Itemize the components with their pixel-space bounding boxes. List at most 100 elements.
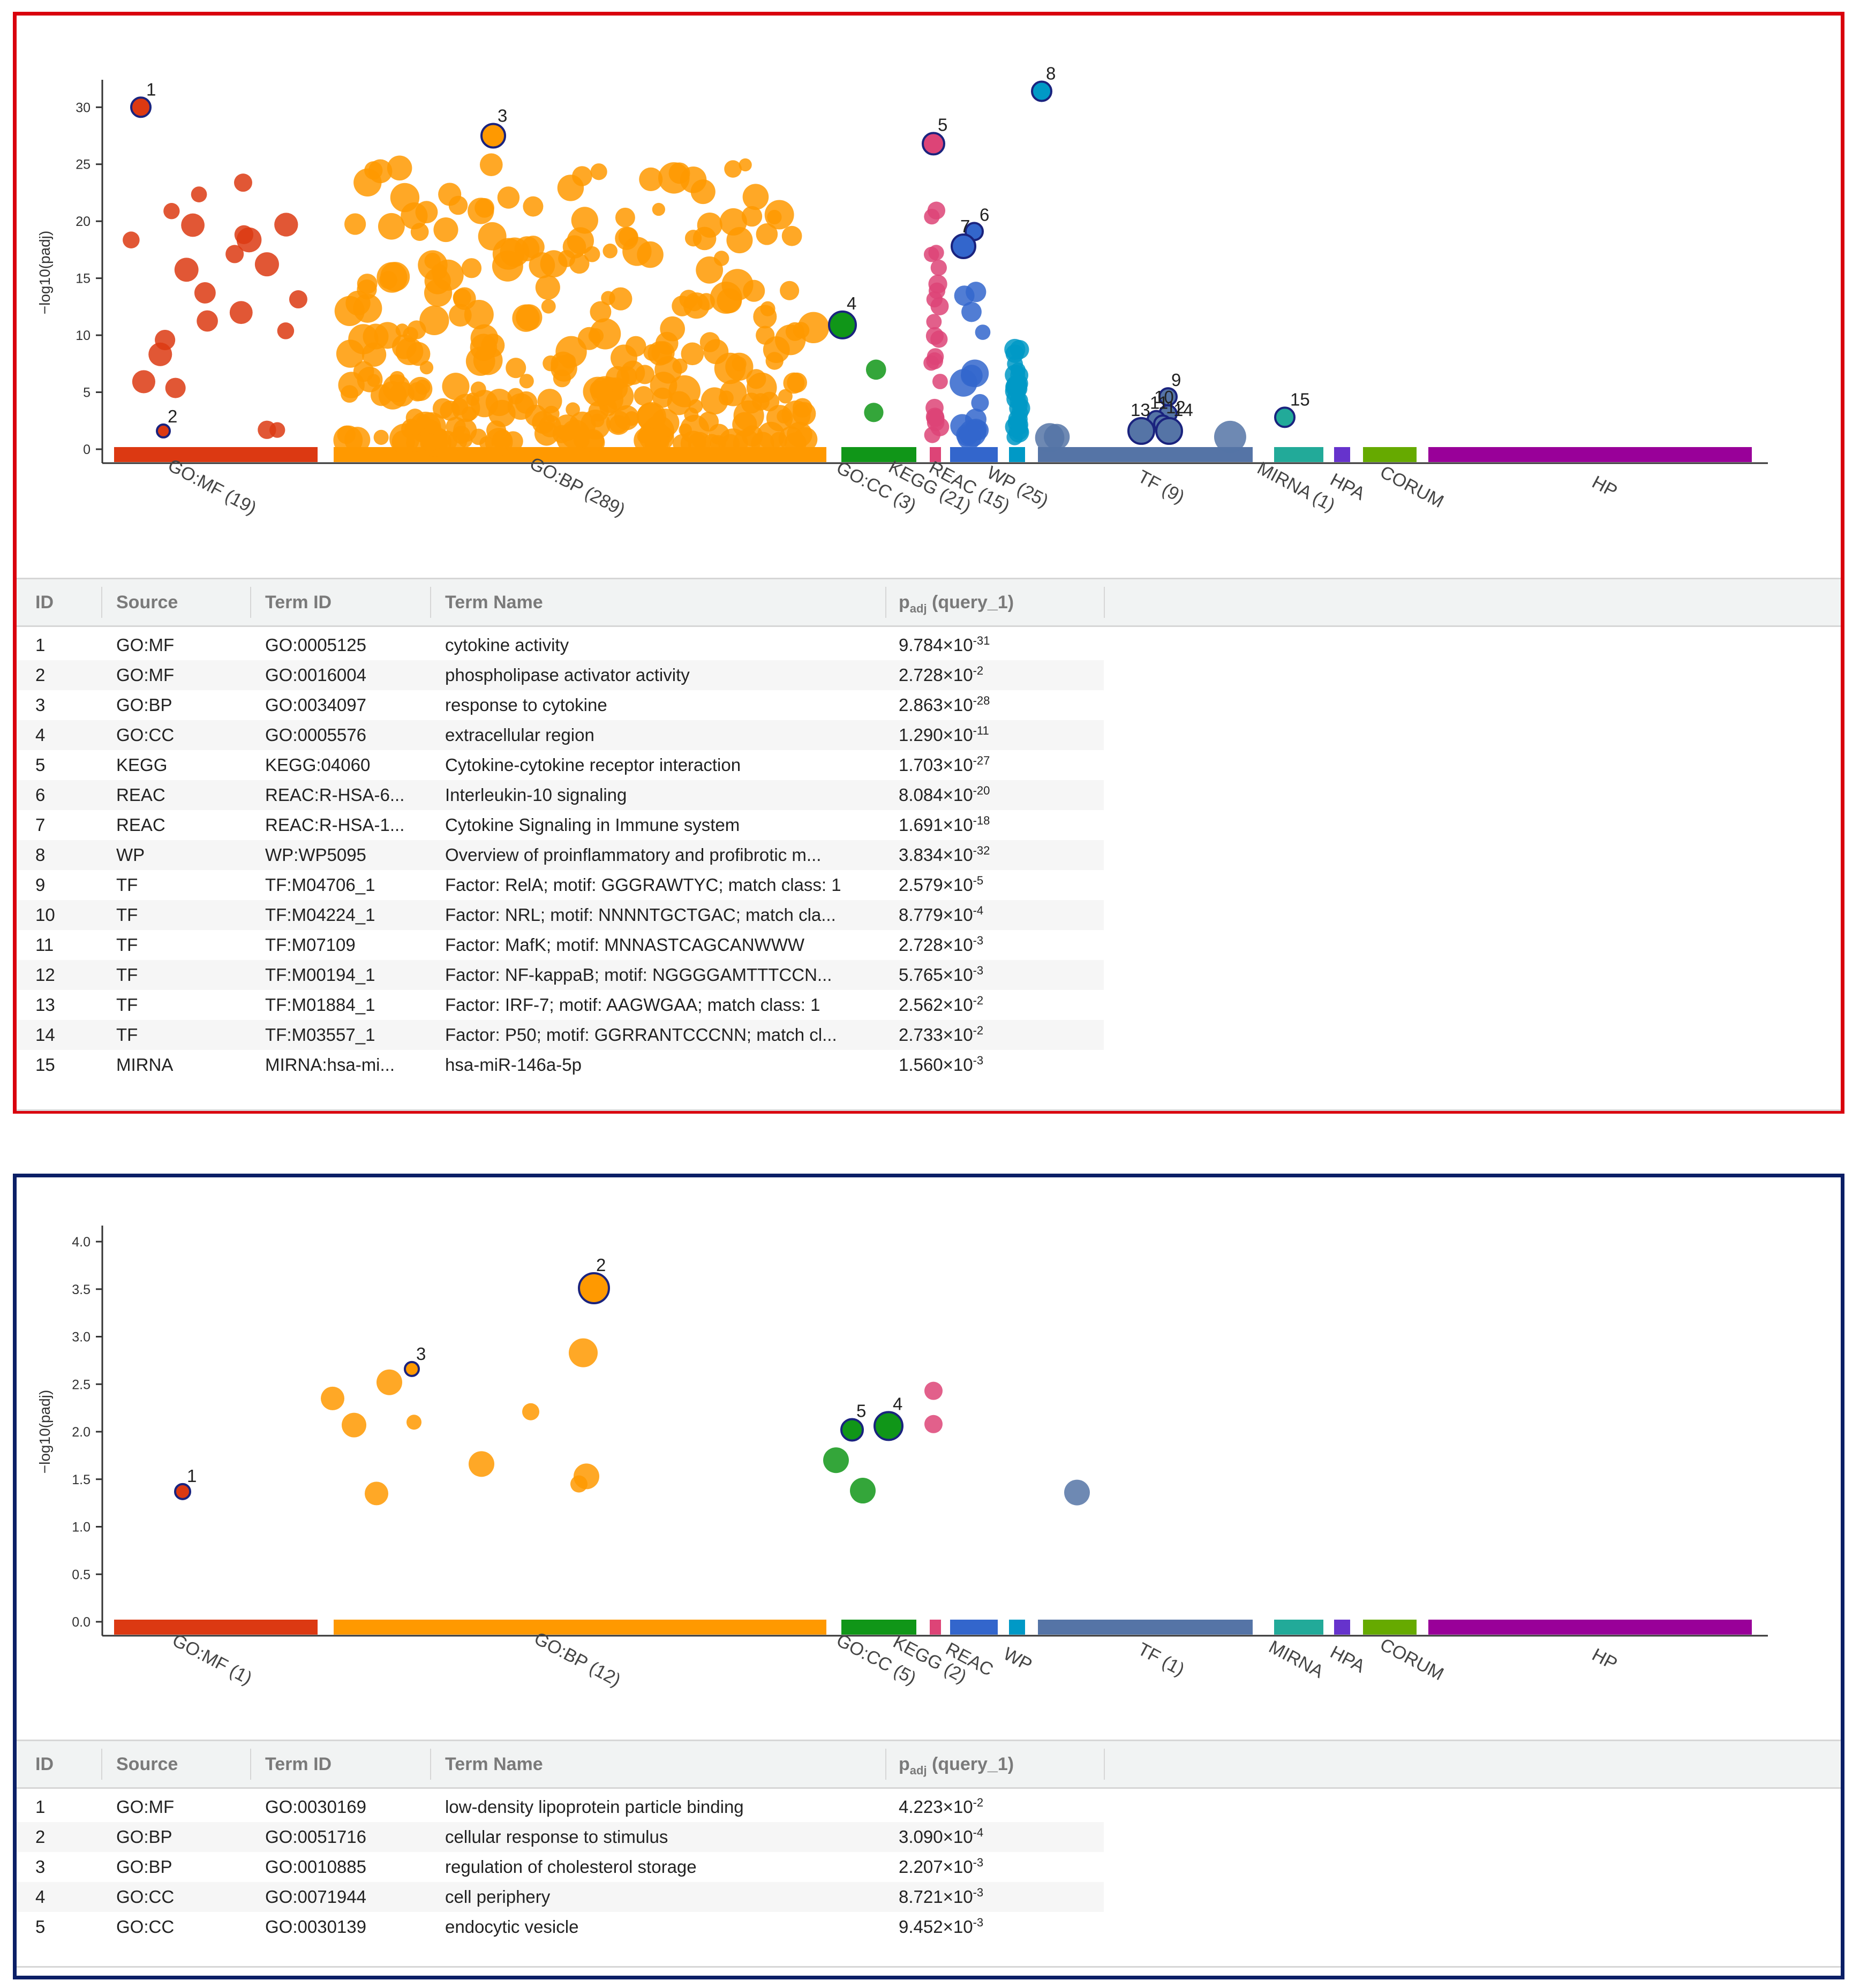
- header-id[interactable]: ID: [35, 592, 54, 613]
- data-point: [461, 258, 482, 278]
- header-term-name[interactable]: Term Name: [445, 1754, 543, 1774]
- table-row[interactable]: 14 TF TF:M03557_1 Factor: P50; motif: GGRRA…: [17, 1020, 1104, 1050]
- data-point: [760, 301, 775, 316]
- data-point: [503, 431, 523, 451]
- source-bar-wp: [1009, 447, 1025, 462]
- table-row[interactable]: 5 KEGG KEGG:04060 Cytokine-cytokine recepto…: [17, 750, 1104, 780]
- data-point: [1011, 381, 1028, 397]
- table-row[interactable]: 8 WP WP:WP5095 Overview of proinflammatory …: [17, 840, 1104, 870]
- data-point: [379, 271, 397, 289]
- highlighted-point-label: 3: [416, 1344, 426, 1364]
- data-point: [928, 245, 944, 261]
- y-tick-label: 30: [76, 100, 91, 115]
- data-point: [362, 342, 387, 367]
- source-bar-go-mf: [114, 447, 318, 462]
- table-row[interactable]: 13 TF TF:M01884_1 Factor: IRF-7; motif: AAG…: [17, 990, 1104, 1020]
- highlighted-point-label: 9: [1171, 370, 1181, 390]
- y-tick-label: 3.0: [72, 1330, 91, 1345]
- row-padj: 2.728×10-3: [899, 934, 984, 955]
- data-point: [634, 386, 654, 406]
- table-row[interactable]: 11 TF TF:M07109 Factor: MafK; motif: MNNAST…: [17, 930, 1104, 960]
- table-row[interactable]: 3 GO:BP GO:0034097 response to cytokine 2.86…: [17, 690, 1104, 720]
- manhattan-plot-2: 0.0 0.5 1.0 1.5 2.0 2.5 3.0 3.5 4.0 −log10(padj) G…: [36, 1226, 1768, 1691]
- data-point: [344, 213, 366, 235]
- highlighted-point: [1127, 417, 1155, 445]
- source-bar-go-bp: [334, 1620, 826, 1635]
- source-label: GO:MF (1): [169, 1630, 255, 1689]
- data-point: [925, 398, 944, 417]
- row-padj: 8.779×10-4: [899, 904, 984, 925]
- source-bar-hp: [1428, 1620, 1752, 1635]
- data-point: [416, 414, 431, 429]
- table-row[interactable]: 10 TF TF:M04224_1 Factor: NRL; motif: NNNNT…: [17, 900, 1104, 930]
- data-point: [453, 287, 476, 310]
- header-source[interactable]: Source: [116, 1754, 178, 1774]
- source-bar-kegg: [930, 447, 941, 462]
- row-source: GO:CC: [116, 1887, 175, 1907]
- row-padj: 3.834×10-32: [899, 844, 990, 865]
- data-point: [470, 334, 498, 361]
- data-point: [406, 1415, 421, 1430]
- row-source: TF: [116, 1025, 138, 1045]
- results-table-2: ID Source Term ID Term Name padj (query_…: [17, 1740, 1841, 1968]
- row-source: GO:MF: [116, 635, 175, 655]
- header-id[interactable]: ID: [35, 1754, 54, 1774]
- header-term-id[interactable]: Term ID: [265, 1754, 332, 1774]
- data-point: [274, 213, 298, 237]
- row-term-id: REAC:R-HSA-1...: [265, 815, 405, 835]
- table-row[interactable]: 1 GO:MF GO:0030169 low-density lipoprotein …: [17, 1792, 1104, 1822]
- data-point: [652, 387, 673, 408]
- data-point: [668, 162, 690, 184]
- y-tick-label: 25: [76, 157, 91, 172]
- row-padj: 1.560×10-3: [899, 1054, 984, 1075]
- row-term-name: endocytic vesicle: [445, 1917, 579, 1937]
- table-row[interactable]: 5 GO:CC GO:0030139 endocytic vesicle 9.452×1…: [17, 1912, 1104, 1942]
- table-row[interactable]: 6 REAC REAC:R-HSA-6... Interleukin-10 signa…: [17, 780, 1104, 810]
- source-bar-go-mf: [114, 1620, 318, 1635]
- header-term-id[interactable]: Term ID: [265, 592, 332, 613]
- table-row[interactable]: 4 GO:CC GO:0005576 extracellular region 1.29…: [17, 720, 1104, 750]
- row-padj: 1.290×10-11: [899, 724, 989, 745]
- source-label: TF (1): [1134, 1639, 1188, 1680]
- row-term-name: hsa-miR-146a-5p: [445, 1055, 582, 1075]
- table-row[interactable]: 1 GO:MF GO:0005125 cytokine activity 9.784×1…: [17, 630, 1104, 660]
- data-point: [672, 296, 693, 316]
- row-term-name: response to cytokine: [445, 695, 607, 715]
- highlighted-point: [480, 123, 506, 149]
- row-term-id: TF:M07109: [265, 935, 356, 955]
- data-point: [719, 208, 747, 236]
- header-source[interactable]: Source: [116, 592, 178, 613]
- row-id: 4: [35, 1887, 46, 1907]
- header-padj[interactable]: padj (query_1): [899, 1754, 1014, 1777]
- table-row[interactable]: 2 GO:BP GO:0051716 cellular response to sti…: [17, 1822, 1104, 1852]
- header-term-name[interactable]: Term Name: [445, 592, 543, 613]
- y-tick-label: 1.0: [72, 1520, 91, 1535]
- data-point: [436, 430, 457, 452]
- source-label: GO:MF (19): [164, 455, 260, 519]
- table-row[interactable]: 7 REAC REAC:R-HSA-1... Cytokine Signaling i…: [17, 810, 1104, 840]
- row-term-id: GO:0034097: [265, 695, 366, 715]
- row-id: 1: [35, 1797, 46, 1817]
- row-source: KEGG: [116, 755, 168, 775]
- table-row[interactable]: 4 GO:CC GO:0071944 cell periphery 8.721×10-3: [17, 1882, 1104, 1912]
- table-row[interactable]: 9 TF TF:M04706_1 Factor: RelA; motif: GGGRA…: [17, 870, 1104, 900]
- data-point: [197, 310, 218, 332]
- data-point: [181, 213, 205, 237]
- data-point: [785, 322, 804, 341]
- header-padj[interactable]: padj (query_1): [899, 592, 1014, 615]
- row-id: 12: [35, 965, 55, 985]
- source-bar-reac: [950, 1620, 998, 1635]
- data-point: [365, 1481, 388, 1506]
- data-point: [850, 1478, 876, 1504]
- highlighted-point: [1031, 80, 1052, 102]
- data-point: [345, 290, 371, 316]
- row-padj: 3.090×10-4: [899, 1826, 984, 1847]
- source-bar-go-cc: [841, 1620, 916, 1635]
- data-point: [634, 427, 661, 454]
- table-row[interactable]: 15 MIRNA MIRNA:hsa-mi... hsa-miR-146a-5p 1.5…: [17, 1050, 1104, 1080]
- table-row[interactable]: 12 TF TF:M00194_1 Factor: NF-kappaB; motif:…: [17, 960, 1104, 990]
- table-row[interactable]: 3 GO:BP GO:0010885 regulation of cholestero…: [17, 1852, 1104, 1882]
- table-row[interactable]: 2 GO:MF GO:0016004 phospholipase activator …: [17, 660, 1104, 690]
- data-point: [668, 375, 701, 407]
